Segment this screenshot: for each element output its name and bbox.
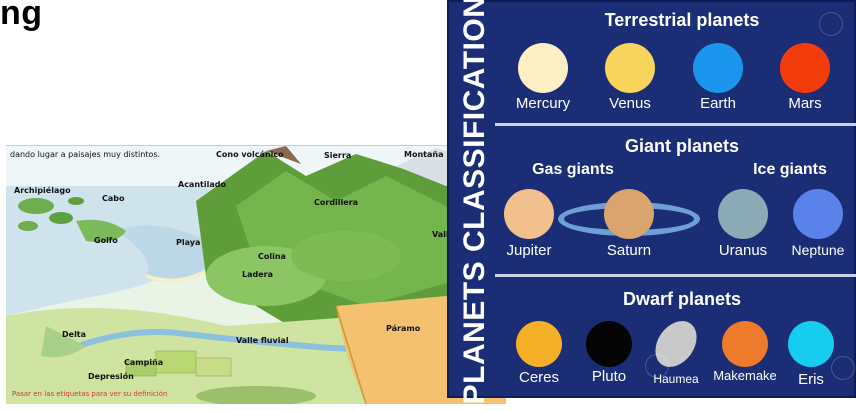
vertical-title: PLANETS CLASSIFICATION xyxy=(458,0,491,405)
label-valle-fluvial[interactable]: Valle fluvial xyxy=(236,336,289,345)
label-montana[interactable]: Montaña xyxy=(404,150,444,159)
planet-uranus xyxy=(718,189,768,239)
name-pluto: Pluto xyxy=(591,368,627,385)
landscape-illustration: dando lugar a paisajes muy distintos. Co… xyxy=(6,145,506,404)
label-campina[interactable]: Campiña xyxy=(124,358,164,367)
terrestrial-title: Terrestrial planets xyxy=(604,10,760,30)
planet-mars xyxy=(780,43,830,93)
name-ceres: Ceres xyxy=(518,369,560,386)
planet-jupiter xyxy=(504,189,554,239)
label-archipielago[interactable]: Archipiélago xyxy=(14,186,71,195)
landscape-footer-hint: Pasar en las etiquetas para ver su defin… xyxy=(12,390,168,398)
vertical-title-box: PLANETS CLASSIFICATION xyxy=(455,0,495,404)
label-colina[interactable]: Colina xyxy=(258,252,286,261)
name-jupiter: Jupiter xyxy=(506,242,552,259)
landscape-caption: dando lugar a paisajes muy distintos. xyxy=(10,150,161,159)
label-golfo[interactable]: Golfo xyxy=(94,236,118,245)
giant-title: Giant planets xyxy=(624,136,740,156)
planet-neptune xyxy=(793,189,843,239)
name-makemake: Makemake xyxy=(713,368,777,383)
name-mercury: Mercury xyxy=(515,95,571,112)
label-delta[interactable]: Delta xyxy=(62,330,87,339)
name-eris: Eris xyxy=(798,371,824,388)
gas-giants-title: Gas giants xyxy=(532,161,614,178)
watermark-icon xyxy=(645,354,669,378)
name-earth: Earth xyxy=(700,95,736,112)
planet-eris xyxy=(788,321,834,367)
name-mars: Mars xyxy=(788,95,822,112)
name-saturn: Saturn xyxy=(606,242,652,259)
label-cabo[interactable]: Cabo xyxy=(102,194,125,203)
planet-venus xyxy=(605,43,655,93)
planet-saturn xyxy=(604,189,654,239)
page-heading: ng xyxy=(0,0,43,32)
dwarf-title: Dwarf planets xyxy=(622,289,742,309)
planet-pluto xyxy=(586,321,632,367)
name-venus: Venus xyxy=(609,95,651,112)
planet-mercury xyxy=(518,43,568,93)
label-cordillera[interactable]: Cordillera xyxy=(314,198,359,207)
label-cono-volcanico[interactable]: Cono volcánico xyxy=(216,150,284,159)
planets-panel: PLANETS CLASSIFICATION Terrestrial plane… xyxy=(447,0,856,404)
ice-giants-title: Ice giants xyxy=(753,161,827,178)
watermark-icon xyxy=(831,356,855,380)
label-depresion[interactable]: Depresión xyxy=(88,372,134,381)
label-playa[interactable]: Playa xyxy=(176,238,201,247)
label-ladera[interactable]: Ladera xyxy=(242,270,273,279)
planet-ceres xyxy=(516,321,562,367)
name-haumea: Haumea xyxy=(653,372,699,386)
name-uranus: Uranus xyxy=(718,242,768,259)
label-paramo[interactable]: Páramo xyxy=(386,324,421,333)
divider-2 xyxy=(495,274,856,277)
planet-earth xyxy=(693,43,743,93)
label-sierra[interactable]: Sierra xyxy=(324,151,352,160)
watermark-icon xyxy=(819,12,843,36)
name-neptune: Neptune xyxy=(791,242,845,258)
divider-1 xyxy=(495,123,856,126)
label-acantilado[interactable]: Acantilado xyxy=(178,180,226,189)
planet-makemake xyxy=(722,321,768,367)
